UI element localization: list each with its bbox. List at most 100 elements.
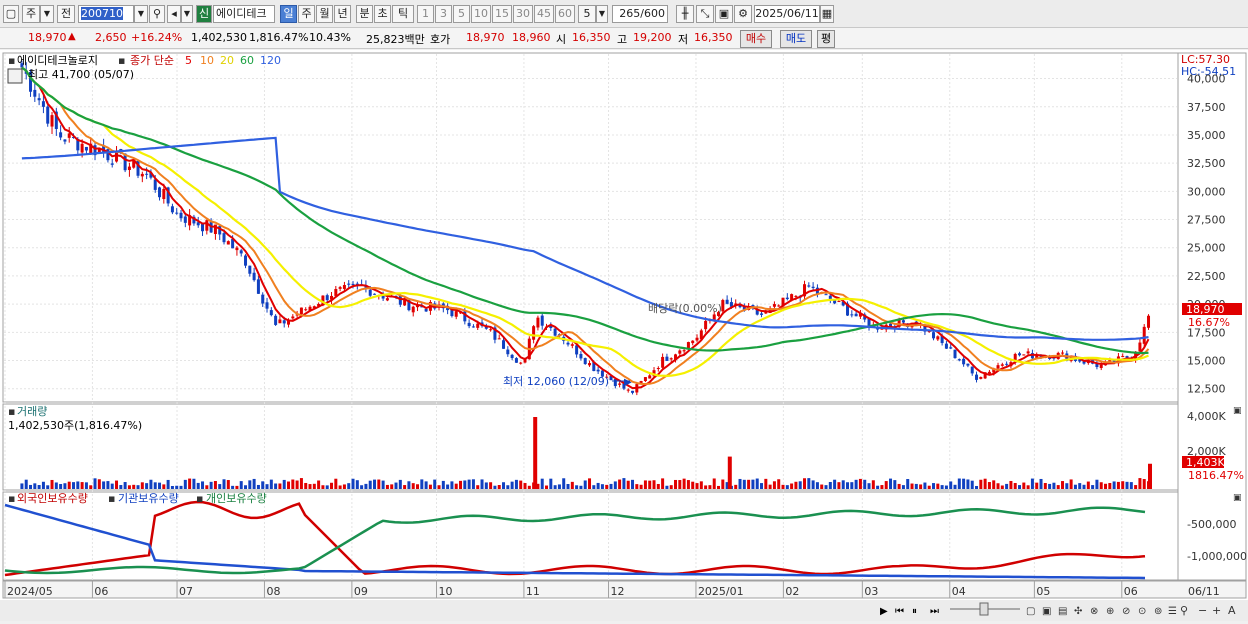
x-axis-label: 07 [179,585,193,598]
volume-bar [1091,485,1095,489]
volume-bar [669,485,673,489]
tab-day[interactable]: 일 [280,5,297,23]
period-select[interactable]: 주 [22,5,40,23]
save-icon[interactable]: ▣ [715,5,733,23]
pin-icon[interactable]: ⊗ [1090,606,1098,617]
speaker-icon[interactable]: ◂ [167,5,181,23]
volume-bar [54,482,58,489]
tab-second[interactable]: 초 [374,5,391,23]
pause-icon[interactable]: ⏸ [912,606,917,617]
count-field[interactable]: 5 [578,5,596,23]
tool-icon[interactable]: ⊕ [1106,606,1114,617]
stock-name-field[interactable]: 에이디테크 [213,5,275,23]
tab-tick[interactable]: 틱 [392,5,414,23]
tab-month[interactable]: 월 [316,5,333,23]
interval-15-button[interactable]: 15 [492,5,512,23]
search-icon[interactable]: ⚲ [1180,604,1188,617]
chevron-down-icon[interactable]: ▼ [596,5,608,23]
tab-minute[interactable]: 분 [356,5,373,23]
volume-bar [364,483,368,489]
scroll-bar[interactable] [0,600,1248,621]
date-field[interactable]: 2025/06/11 [754,5,820,23]
zoom-out-icon[interactable]: − [1198,604,1207,617]
layout-icon[interactable]: ▢ [1026,606,1035,617]
interval-5-button[interactable]: 5 [453,5,470,23]
x-axis-bar [2,580,1247,599]
volume-bar [33,483,37,489]
panel-close-icon[interactable]: ▣ [1233,493,1242,503]
menu-icon[interactable]: ☰ [1168,606,1177,617]
volume-bar [342,484,346,489]
volume-bar [514,479,518,489]
zoom-slider-handle[interactable] [979,602,989,616]
range-field[interactable]: 265/600 [612,5,668,23]
candle-body [1138,342,1142,352]
candle-type-icon[interactable]: ╫ [676,5,694,23]
legend-ma20: 20 [220,54,234,67]
candle-body [506,349,510,355]
search-icon[interactable]: ⚲ [149,5,165,23]
volume-bar [1061,481,1065,489]
arrow-right-icon: ▶ [624,377,632,388]
gear-icon[interactable]: ⚙ [734,5,752,23]
panel-close-icon[interactable]: ▣ [1233,406,1242,416]
calendar-icon[interactable]: ▦ [820,5,834,23]
volume-bar [807,478,811,489]
tab-week[interactable]: 주 [298,5,315,23]
volume-bar [506,485,510,489]
volume-bar [41,481,45,489]
candle-body [493,327,497,340]
crosshair-icon[interactable]: ✣ [1074,606,1082,617]
legend-ma5: 5 [185,54,192,67]
x-axis-label: 02 [785,585,799,598]
tool-icon[interactable]: ⊘ [1122,606,1130,617]
interval-3-button[interactable]: 3 [435,5,452,23]
volume-bar [557,484,561,489]
scroll-first-icon[interactable]: ⏮ [895,606,904,617]
layout-icon[interactable]: ▤ [1058,606,1067,617]
tab-year[interactable]: 년 [334,5,351,23]
scroll-last-icon[interactable]: ⏭ [930,606,939,617]
x-axis-label: 03 [864,585,878,598]
volume-bar [407,481,411,489]
chevron-down-icon[interactable]: ▼ [40,5,54,23]
interval-60-button[interactable]: 60 [555,5,575,23]
calendar-icon[interactable] [7,68,23,84]
candle-body [712,314,716,321]
panel-icon[interactable]: ▢ [3,5,19,23]
volume-bar [545,485,549,489]
eval-button[interactable]: 평 [817,30,835,48]
volume-note: 1,402,530주(1,816.47%) [8,419,142,432]
tool-icon[interactable]: ⊚ [1154,606,1162,617]
volume-bar [562,478,566,489]
layout-icon[interactable]: ▣ [1042,606,1051,617]
candle-body [252,272,256,281]
volume-bar [338,485,342,489]
candle-body [489,329,493,331]
legend-ma-label: 종가 단순 [130,54,174,67]
scroll-right-icon[interactable]: ▶ [880,606,888,617]
volume-bar [295,480,299,489]
chart-area[interactable]: ▪ 에이디테크놀로지 ▪ 종가 단순 5 10 20 60 120 최고 41,… [0,50,1248,621]
volume-bar [631,479,635,489]
chevron-down-icon[interactable]: ▼ [181,5,193,23]
chevron-down-icon[interactable]: ▼ [134,5,148,23]
sell-button[interactable]: 매도 [780,30,812,48]
prev-button[interactable]: 전 [57,5,75,23]
x-axis-label: 06 [1124,585,1138,598]
zoom-in-icon[interactable]: + [1212,604,1221,617]
volume-bar [459,480,463,489]
font-size-icon[interactable]: A [1228,604,1236,617]
interval-45-button[interactable]: 45 [534,5,554,23]
candle-body [205,220,209,231]
interval-10-button[interactable]: 10 [471,5,491,23]
interval-30-button[interactable]: 30 [513,5,533,23]
buy-button[interactable]: 매수 [740,30,772,48]
code-input[interactable]: 200710 [78,5,134,23]
candle-body [613,379,617,387]
volume-bar [781,484,785,489]
tool-icon[interactable]: ⊙ [1138,606,1146,617]
draw-tool-icon[interactable]: ⤡ [696,5,714,23]
volume-bar [106,481,110,489]
interval-1-button[interactable]: 1 [417,5,434,23]
